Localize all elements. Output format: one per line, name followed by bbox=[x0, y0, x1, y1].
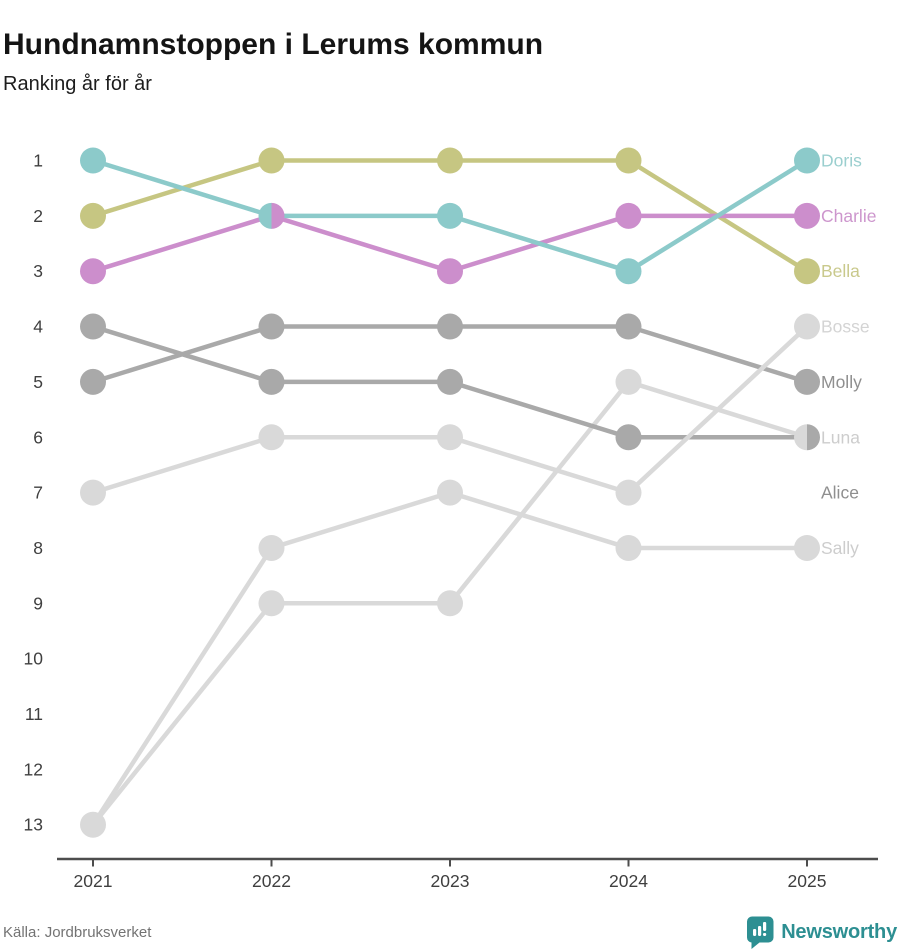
data-point-luna bbox=[437, 590, 463, 617]
data-point-alice bbox=[258, 368, 285, 395]
series-label-doris: Doris bbox=[821, 151, 862, 171]
data-point-bosse bbox=[615, 479, 642, 506]
data-point-luna bbox=[258, 590, 285, 617]
series-line-sally bbox=[91, 490, 807, 826]
data-point-sally bbox=[615, 534, 642, 561]
data-point-sally bbox=[437, 479, 463, 506]
data-point-doris bbox=[437, 202, 463, 229]
data-point-charlie bbox=[794, 202, 820, 229]
data-point-bosse bbox=[437, 424, 463, 451]
data-point-molly bbox=[437, 313, 463, 340]
series-label-molly: Molly bbox=[821, 372, 862, 392]
series-label-charlie: Charlie bbox=[821, 206, 876, 226]
series-label-alice: Alice bbox=[821, 483, 859, 503]
data-point-bosse bbox=[258, 424, 285, 451]
data-point-alice bbox=[807, 424, 821, 451]
data-point-alice bbox=[437, 368, 463, 395]
data-point-bosse bbox=[794, 313, 820, 340]
data-point-molly bbox=[80, 368, 106, 395]
x-axis-label: 2025 bbox=[788, 871, 827, 891]
x-axis-label: 2021 bbox=[74, 871, 113, 891]
source-note: Källa: Jordbruksverket bbox=[3, 924, 152, 941]
rank-axis-label: 1 bbox=[33, 151, 43, 171]
rank-axis-label: 8 bbox=[33, 538, 43, 558]
data-point-alice bbox=[80, 313, 106, 340]
data-point-bella bbox=[615, 147, 642, 174]
rank-axis-label: 10 bbox=[24, 649, 44, 669]
data-point-sally bbox=[794, 534, 820, 561]
rank-axis-label: 5 bbox=[33, 372, 43, 392]
chart-subtitle: Ranking år för år bbox=[3, 73, 152, 95]
data-point-charlie bbox=[271, 202, 285, 229]
rank-axis-label: 9 bbox=[33, 593, 43, 613]
x-axis-label: 2022 bbox=[252, 871, 291, 891]
data-point-bosse bbox=[80, 479, 106, 506]
data-point-charlie bbox=[437, 258, 463, 285]
data-point-luna bbox=[794, 424, 807, 451]
series-line-bosse bbox=[92, 324, 809, 496]
data-point-molly bbox=[615, 313, 642, 340]
data-point-molly bbox=[258, 313, 285, 340]
series-label-bella: Bella bbox=[821, 261, 860, 281]
rank-axis-label: 3 bbox=[33, 261, 43, 281]
data-point-bella bbox=[258, 147, 285, 174]
brand-wordmark: Newsworthy bbox=[781, 920, 897, 943]
rank-axis-label: 2 bbox=[33, 206, 43, 226]
data-point-luna bbox=[80, 811, 93, 838]
data-point-bella bbox=[794, 258, 820, 285]
data-point-doris bbox=[615, 258, 642, 285]
data-point-alice bbox=[615, 424, 642, 451]
data-point-doris bbox=[258, 202, 272, 229]
x-axis-label: 2023 bbox=[431, 871, 470, 891]
rank-axis-label: 12 bbox=[24, 759, 43, 779]
data-point-sally bbox=[93, 811, 107, 838]
page-title: Hundnamnstoppen i Lerums kommun bbox=[3, 28, 544, 62]
series-label-sally: Sally bbox=[821, 538, 859, 558]
series-label-bosse: Bosse bbox=[821, 317, 870, 337]
data-point-doris bbox=[794, 147, 820, 174]
data-point-bella bbox=[437, 147, 463, 174]
series-label-luna: Luna bbox=[821, 427, 860, 447]
newsworthy-logo-icon bbox=[747, 916, 774, 949]
x-axis-label: 2024 bbox=[609, 871, 648, 891]
data-point-sally bbox=[258, 534, 285, 561]
rank-axis-label: 6 bbox=[33, 427, 43, 447]
rank-axis-label: 7 bbox=[33, 483, 43, 503]
data-point-molly bbox=[794, 368, 820, 395]
rank-axis-label: 4 bbox=[33, 317, 43, 337]
data-point-bella bbox=[80, 202, 106, 229]
data-point-charlie bbox=[615, 202, 642, 229]
data-point-charlie bbox=[80, 258, 106, 285]
data-point-luna bbox=[615, 368, 642, 395]
data-point-doris bbox=[80, 147, 106, 174]
rank-axis-label: 11 bbox=[25, 704, 43, 724]
rank-axis-label: 13 bbox=[24, 815, 43, 835]
brand-lockup: Newsworthy bbox=[747, 916, 897, 949]
